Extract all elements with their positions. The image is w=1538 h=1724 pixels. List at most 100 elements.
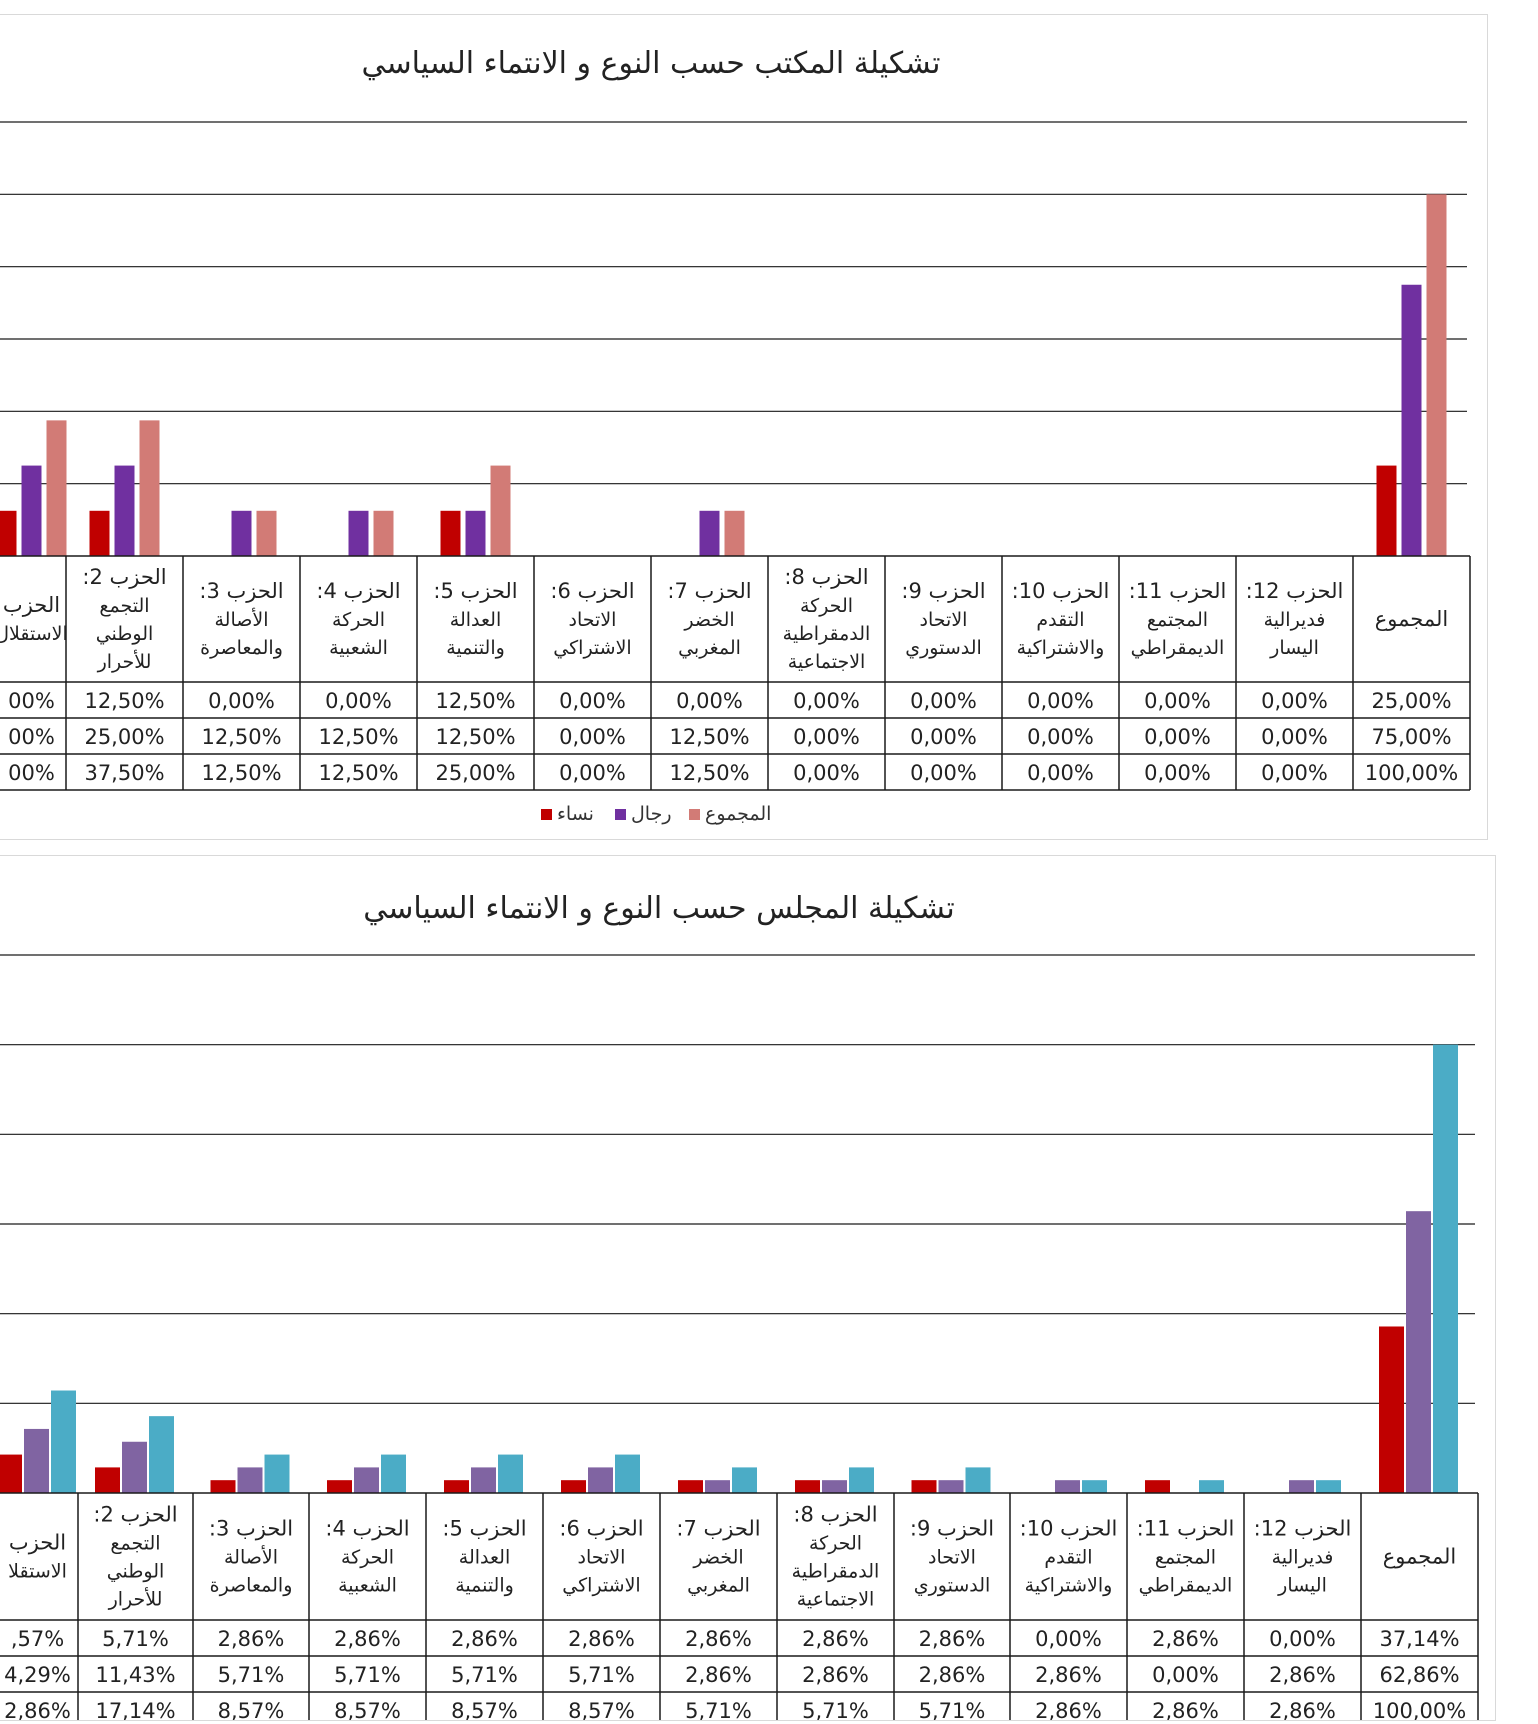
category-label: الدمقراطية [783,623,871,645]
category-label: الاشتراكي [562,1575,640,1597]
bar-series-2 [237,1467,263,1493]
data-label: 2,86% [919,1627,986,1651]
category-label: الحزب 8: [793,1503,877,1527]
category-label: الحزب 3: [209,1517,293,1541]
category-label: الحزب 11: [1137,1517,1235,1541]
category-label: الديمقراطي [1131,637,1225,659]
data-label: 0,00% [1261,689,1328,713]
bar-series-3 [373,510,394,556]
category-label: المغربي [678,637,741,659]
bar-series-2 [822,1480,847,1493]
bar-series-3 [1433,1044,1458,1493]
category-label: والاشتراكية [1025,1575,1113,1597]
data-label: 5,71% [102,1627,169,1651]
data-label: 37,14% [1379,1627,1459,1651]
data-label: 25,00% [84,725,164,749]
category-label: الحزب 5: [442,1517,526,1541]
bar-series-3 [264,1454,290,1493]
category-label: الحزب 6: [550,579,634,603]
bar-series-3 [149,1416,174,1493]
category-label: الحزب 11: [1129,579,1227,603]
category-label: الخضر [683,609,734,631]
bar-series-1 [795,1480,820,1493]
data-label: 11,43% [95,1663,175,1687]
bar-series-1 [0,1454,22,1493]
data-label: 5,71% [334,1663,401,1687]
data-label: 12,50% [318,761,398,785]
data-label: 12,50% [669,725,749,749]
bar-series-1 [444,1480,469,1493]
data-label: 0,00% [910,725,977,749]
data-label: 0,00% [1027,689,1094,713]
data-label: 0,00% [325,689,392,713]
bar-series-2 [24,1428,49,1493]
bar-series-3 [615,1454,640,1493]
data-label: 0,00% [910,689,977,713]
data-label: 100,00% [1373,1699,1466,1720]
category-label: الحركة [332,609,385,631]
category-label: الحزب [3,593,60,617]
category-label: التقدم [1044,1547,1092,1569]
category-label: والتنمية [455,1575,514,1597]
category-label: اليسار [1269,637,1319,659]
category-label: الاتحاد [920,609,968,631]
bar-series-2 [588,1467,613,1493]
data-label: 0,00% [1027,761,1094,785]
bar-series-3 [965,1467,991,1493]
data-label: 100,00% [1365,761,1458,785]
category-label: الاستقلال [0,623,68,645]
category-label: الوطني [96,623,154,645]
chart-office: تشكيلة المكتب حسب النوع و الانتماء السيا… [0,46,1471,825]
data-label: 2,86% [4,1699,71,1720]
data-label: 0,00% [1035,1627,1102,1651]
category-label: الوطني [107,1561,165,1583]
bar-series-3 [1426,194,1447,557]
category-label: الحزب 9: [910,1517,994,1541]
category-label: المجموع [1375,607,1448,631]
data-label: 0,00% [793,689,860,713]
category-label: الشعبية [338,1575,397,1597]
data-label: 5,71% [685,1699,752,1720]
bar-series-1 [1145,1480,1170,1493]
data-label: 2,86% [1152,1627,1219,1651]
category-label: الحزب 2: [93,1503,177,1527]
data-label: 00% [8,761,55,785]
chart-council: تشكيلة المجلس حسب النوع و الانتماء السيا… [0,891,1479,1724]
data-label: 2,86% [1269,1699,1336,1720]
data-label: 0,00% [1152,1663,1219,1687]
category-label: المجموع [1383,1545,1456,1569]
category-label: الحزب 8: [784,565,868,589]
data-label: 0,00% [910,761,977,785]
data-label: 0,00% [208,689,275,713]
data-label: 00% [8,689,55,713]
legend-swatch-1 [541,809,552,820]
category-label: للأحرار [108,1588,163,1611]
bar-series-3 [849,1467,874,1493]
data-label: 2,86% [1152,1699,1219,1720]
category-label: الاجتماعية [797,1589,875,1611]
bar-series-3 [256,510,277,556]
chart-title: تشكيلة المجلس حسب النوع و الانتماء السيا… [363,891,955,926]
bar-series-3 [724,510,745,556]
bar-series-2 [705,1480,730,1493]
legend-swatch-2 [615,809,626,820]
category-label: والمعاصرة [210,1575,293,1597]
bar-series-3 [51,1390,76,1493]
data-label: 75,00% [1371,725,1451,749]
bar-series-1 [1376,465,1397,556]
category-label: الدستوري [914,1575,991,1597]
data-label: 0,00% [676,689,743,713]
data-label: 0,00% [1027,725,1094,749]
data-label: 5,71% [919,1699,986,1720]
bar-series-1 [678,1480,703,1493]
category-label: الاجتماعية [788,651,866,673]
bar-series-2 [114,465,135,556]
category-label: الحركة [341,1547,394,1569]
bar-series-1 [561,1480,586,1493]
category-label: الحزب 12: [1246,579,1344,603]
category-label: الاتحاد [578,1547,626,1569]
data-label: 0,00% [559,689,626,713]
bar-series-3 [381,1454,406,1493]
data-label: 37,50% [84,761,164,785]
data-label: 8,57% [568,1699,635,1720]
